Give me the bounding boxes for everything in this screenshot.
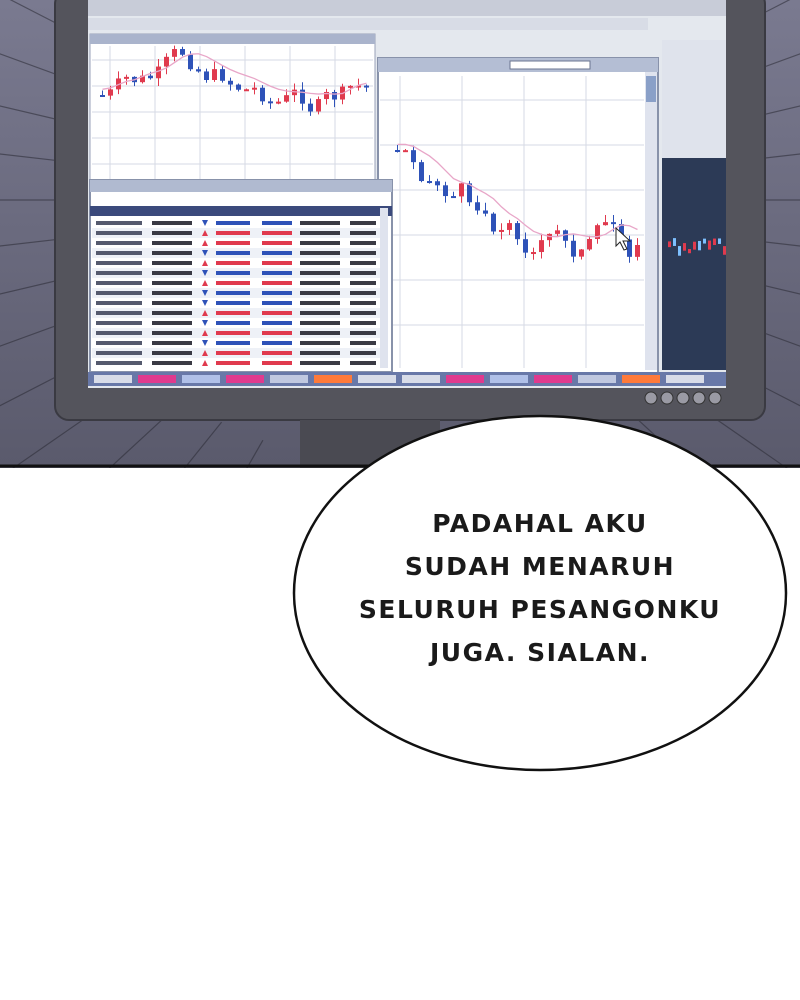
chart-window-right [377,57,659,377]
manga-panel [0,0,800,468]
trading-monitor [0,0,800,468]
monitor-buttons [644,391,722,405]
dialogue-line-3: SELURUH PESANGONKU [358,595,722,624]
speech-bubble: PADAHAL AKU SUDAH MENARUH SELURUH PESANG… [290,412,790,774]
dialogue-line-2: SUDAH MENARUH [404,552,676,581]
mini-candles [668,238,726,256]
quote-table-rows [92,208,388,368]
candlestick-series-right [395,143,640,263]
chart-window-left [89,33,376,185]
dialogue-line-4: JUGA. SIALAN. [430,638,650,667]
dialogue-line-1: PADAHAL AKU [432,509,648,538]
speech-bubble-shape [292,414,788,772]
candlestick-series-left [100,45,369,116]
mouse-cursor-icon [615,226,632,251]
